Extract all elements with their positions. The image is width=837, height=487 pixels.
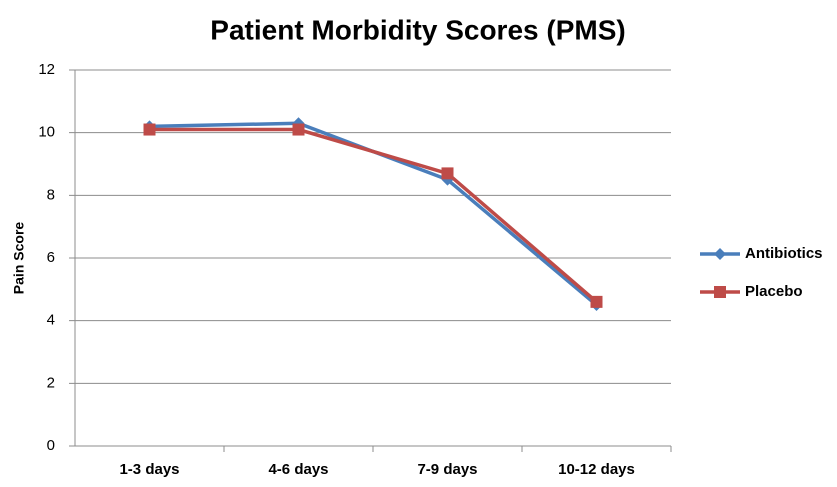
y-tick-label: 2: [47, 374, 55, 391]
series-line: [149, 127, 598, 304]
y-tick-label: 4: [47, 312, 55, 329]
y-axis-label: Pain Score: [11, 222, 27, 295]
chart-title: Patient Morbidity Scores (PMS): [210, 14, 625, 45]
y-tick-label: 12: [38, 61, 55, 78]
y-tick-label: 10: [38, 124, 55, 141]
legend-marker: [714, 248, 726, 260]
data-point: [441, 167, 454, 180]
legend-marker: [714, 286, 726, 298]
y-tick-label: 6: [47, 249, 55, 266]
data-point: [292, 123, 305, 136]
data-point: [590, 295, 603, 308]
y-tick-label: 0: [47, 437, 55, 454]
legend-label: Antibiotics: [745, 245, 823, 262]
x-tick-label: 4-6 days: [268, 461, 328, 478]
x-tick-label: 10-12 days: [558, 461, 635, 478]
data-point: [143, 123, 156, 136]
x-tick-label: 1-3 days: [119, 461, 179, 478]
x-tick-label: 7-9 days: [417, 461, 477, 478]
y-tick-label: 8: [47, 186, 55, 203]
legend-label: Placebo: [745, 283, 803, 300]
